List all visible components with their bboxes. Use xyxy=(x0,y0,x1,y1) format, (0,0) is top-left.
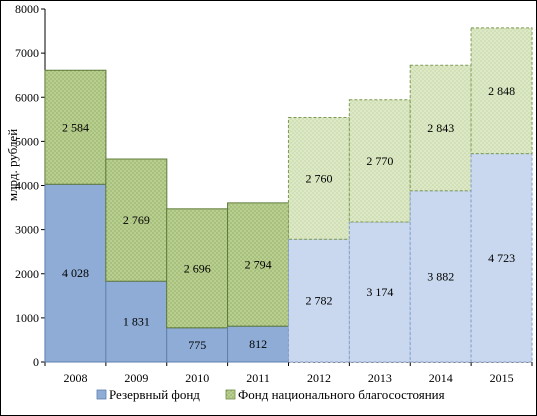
y-tick-label: 8000 xyxy=(15,2,39,16)
data-label-national-wealth-fund: 2 848 xyxy=(488,84,515,98)
bar-national-wealth-fund xyxy=(166,208,229,329)
y-tick-label: 5000 xyxy=(15,134,39,148)
data-label-reserve-fund: 3 174 xyxy=(366,285,393,299)
legend-swatch-reserve-fund xyxy=(96,389,107,400)
y-axis-title: млрд. рублей xyxy=(5,129,20,201)
x-tick-label: 2012 xyxy=(307,371,331,385)
y-tick-label: 7000 xyxy=(15,46,39,60)
legend-label-national-wealth-fund: Фонд национального благосостояния xyxy=(238,387,445,402)
bars xyxy=(44,27,533,363)
legend: Резервный фонд Фонд национального благос… xyxy=(96,387,445,402)
legend-label-reserve-fund: Резервный фонд xyxy=(109,387,200,402)
data-label-national-wealth-fund: 2 794 xyxy=(245,258,272,272)
bar-reserve-fund xyxy=(287,238,350,363)
data-label-national-wealth-fund: 2 696 xyxy=(184,261,211,275)
y-tick-label: 6000 xyxy=(15,90,39,104)
x-tick-label: 2015 xyxy=(490,371,514,385)
data-label-reserve-fund: 1 831 xyxy=(123,315,150,329)
x-tick-label: 2014 xyxy=(429,371,453,385)
data-labels: 4 028 2 584 1 831 2 769 775 2 696 812 2 794 2 78… xyxy=(62,84,515,352)
bar-national-wealth-fund xyxy=(348,99,411,223)
data-label-national-wealth-fund: 2 770 xyxy=(366,154,393,168)
data-label-reserve-fund: 2 782 xyxy=(305,294,332,308)
bar-reserve-fund xyxy=(227,325,290,363)
data-label-national-wealth-fund: 2 584 xyxy=(62,120,89,134)
x-axis: 2008 2009 2010 2011 2012 2013 2014 2015 xyxy=(44,361,533,385)
x-tick-label: 2009 xyxy=(124,371,148,385)
bar-reserve-fund xyxy=(470,153,533,363)
y-tick-label: 0 xyxy=(33,355,39,369)
x-tick-label: 2011 xyxy=(246,371,270,385)
bar-reserve-fund xyxy=(348,221,411,363)
data-label-reserve-fund: 775 xyxy=(188,338,206,352)
x-tick-label: 2013 xyxy=(368,371,392,385)
data-label-national-wealth-fund: 2 769 xyxy=(123,213,150,227)
legend-swatch-national-wealth-fund xyxy=(225,389,236,400)
data-label-reserve-fund: 4 723 xyxy=(488,251,515,265)
y-tick-label: 3000 xyxy=(15,223,39,237)
x-tick-label: 2010 xyxy=(185,371,209,385)
data-label-national-wealth-fund: 2 843 xyxy=(427,121,454,135)
data-label-reserve-fund: 3 882 xyxy=(427,269,454,283)
bar-national-wealth-fund xyxy=(105,158,168,282)
y-tick-label: 1000 xyxy=(15,311,39,325)
data-label-reserve-fund: 812 xyxy=(249,337,267,351)
bar-national-wealth-fund xyxy=(44,69,107,185)
y-tick-label: 2000 xyxy=(15,267,39,281)
bar-national-wealth-fund xyxy=(470,27,533,155)
bar-reserve-fund xyxy=(44,183,107,363)
data-label-national-wealth-fund: 2 760 xyxy=(305,171,332,185)
bar-national-wealth-fund xyxy=(287,116,350,240)
data-label-reserve-fund: 4 028 xyxy=(62,266,89,280)
y-tick-label: 4000 xyxy=(15,179,39,193)
x-tick-label: 2008 xyxy=(63,371,87,385)
bar-national-wealth-fund xyxy=(409,64,472,192)
bar-reserve-fund xyxy=(166,327,229,363)
bar-national-wealth-fund xyxy=(227,202,290,327)
